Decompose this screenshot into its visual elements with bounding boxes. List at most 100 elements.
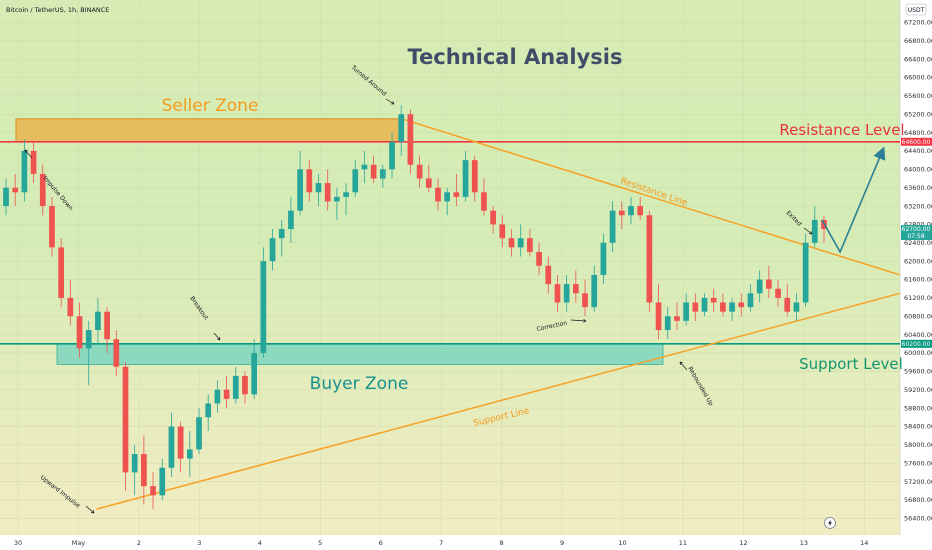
candle[interactable] bbox=[131, 444, 138, 496]
candle[interactable] bbox=[692, 293, 699, 321]
candle[interactable] bbox=[49, 196, 55, 257]
candle[interactable] bbox=[747, 284, 754, 312]
candle[interactable] bbox=[67, 279, 74, 326]
candle[interactable] bbox=[527, 229, 533, 257]
candle[interactable] bbox=[186, 431, 193, 477]
candle[interactable] bbox=[297, 150, 303, 216]
candle[interactable] bbox=[793, 293, 800, 321]
lightning-icon[interactable] bbox=[824, 517, 836, 529]
candle[interactable] bbox=[214, 380, 221, 413]
candle[interactable] bbox=[508, 229, 515, 257]
candle[interactable] bbox=[811, 206, 818, 248]
candle[interactable] bbox=[196, 408, 202, 455]
candle[interactable] bbox=[122, 362, 129, 491]
candle[interactable] bbox=[453, 173, 460, 207]
candle[interactable] bbox=[628, 196, 634, 225]
candle[interactable] bbox=[324, 169, 331, 211]
candle[interactable] bbox=[674, 302, 680, 331]
candle[interactable] bbox=[802, 233, 809, 308]
candle[interactable] bbox=[784, 284, 791, 317]
candle[interactable] bbox=[600, 233, 607, 285]
candle[interactable] bbox=[481, 178, 487, 216]
candle[interactable] bbox=[389, 132, 395, 179]
candle[interactable] bbox=[104, 307, 110, 353]
candle[interactable] bbox=[701, 293, 708, 317]
price-axis[interactable]: 67200.00 66800.00 66400.00 66000.00 65600.00… bbox=[904, 19, 932, 523]
candle[interactable] bbox=[572, 270, 579, 303]
candle[interactable] bbox=[591, 265, 598, 312]
candle[interactable] bbox=[150, 472, 156, 510]
candle[interactable] bbox=[435, 178, 441, 211]
candle[interactable] bbox=[159, 458, 166, 500]
candle[interactable] bbox=[766, 265, 772, 298]
candle[interactable] bbox=[12, 173, 19, 207]
candle[interactable] bbox=[729, 297, 735, 321]
candle[interactable] bbox=[21, 139, 28, 202]
candle[interactable] bbox=[343, 183, 349, 216]
candle[interactable] bbox=[609, 201, 616, 252]
candle[interactable] bbox=[30, 141, 37, 184]
candle[interactable] bbox=[582, 279, 588, 317]
candle[interactable] bbox=[398, 105, 405, 156]
candle[interactable] bbox=[315, 173, 322, 207]
candle[interactable] bbox=[58, 238, 64, 308]
candle[interactable] bbox=[490, 206, 496, 234]
projection-arrow[interactable] bbox=[821, 146, 886, 254]
currency-box[interactable] bbox=[905, 3, 927, 16]
candle[interactable] bbox=[352, 160, 359, 197]
candle[interactable] bbox=[462, 150, 469, 202]
candle[interactable] bbox=[775, 279, 781, 308]
candle[interactable] bbox=[554, 274, 561, 312]
candle[interactable] bbox=[536, 242, 542, 275]
candle[interactable] bbox=[260, 247, 267, 358]
symbol-info[interactable]: Bitcoin / TetherUS, 1h, BINANCE bbox=[6, 6, 109, 14]
candle[interactable] bbox=[499, 215, 506, 248]
candle[interactable] bbox=[288, 196, 294, 243]
candle[interactable] bbox=[407, 109, 414, 174]
candle[interactable] bbox=[655, 284, 662, 340]
candle[interactable] bbox=[545, 256, 552, 294]
candle[interactable] bbox=[177, 421, 184, 473]
candle[interactable] bbox=[664, 307, 671, 340]
candle[interactable] bbox=[306, 160, 313, 202]
candle[interactable] bbox=[168, 412, 175, 477]
candle[interactable] bbox=[738, 293, 745, 317]
candle[interactable] bbox=[444, 187, 451, 216]
candle[interactable] bbox=[361, 150, 368, 184]
candle[interactable] bbox=[269, 229, 276, 271]
candle[interactable] bbox=[471, 155, 478, 202]
candle[interactable] bbox=[334, 187, 340, 220]
candle[interactable] bbox=[710, 288, 717, 312]
candle[interactable] bbox=[563, 274, 570, 312]
candle[interactable] bbox=[232, 366, 239, 404]
candle[interactable] bbox=[756, 270, 763, 303]
candle[interactable] bbox=[720, 293, 726, 317]
candle[interactable] bbox=[223, 375, 230, 409]
candle[interactable] bbox=[416, 155, 423, 188]
candle[interactable] bbox=[39, 164, 46, 216]
candle[interactable] bbox=[242, 371, 248, 404]
candle[interactable] bbox=[113, 330, 120, 376]
candle[interactable] bbox=[517, 224, 524, 257]
candle[interactable] bbox=[3, 178, 9, 216]
candle[interactable] bbox=[379, 164, 386, 188]
candle[interactable] bbox=[278, 219, 285, 257]
candle[interactable] bbox=[618, 201, 625, 230]
candle[interactable] bbox=[95, 297, 101, 344]
candle[interactable] bbox=[370, 155, 377, 184]
resistance-trendline[interactable] bbox=[401, 118, 901, 276]
candle[interactable] bbox=[141, 435, 147, 505]
candle[interactable] bbox=[646, 210, 653, 312]
candle[interactable] bbox=[251, 339, 258, 399]
candle[interactable] bbox=[85, 320, 92, 386]
candle[interactable] bbox=[425, 164, 432, 193]
buyer-zone[interactable] bbox=[56, 343, 664, 365]
candle[interactable] bbox=[637, 196, 644, 220]
candle[interactable] bbox=[683, 293, 689, 326]
support-trendline[interactable] bbox=[96, 292, 901, 510]
candle[interactable] bbox=[76, 302, 83, 358]
seller-zone[interactable] bbox=[15, 118, 402, 143]
time-axis[interactable]: 30 May 2 3 4 5 6 7 8 9 10 11 12 13 14 bbox=[14, 539, 869, 547]
candle[interactable] bbox=[205, 394, 212, 432]
